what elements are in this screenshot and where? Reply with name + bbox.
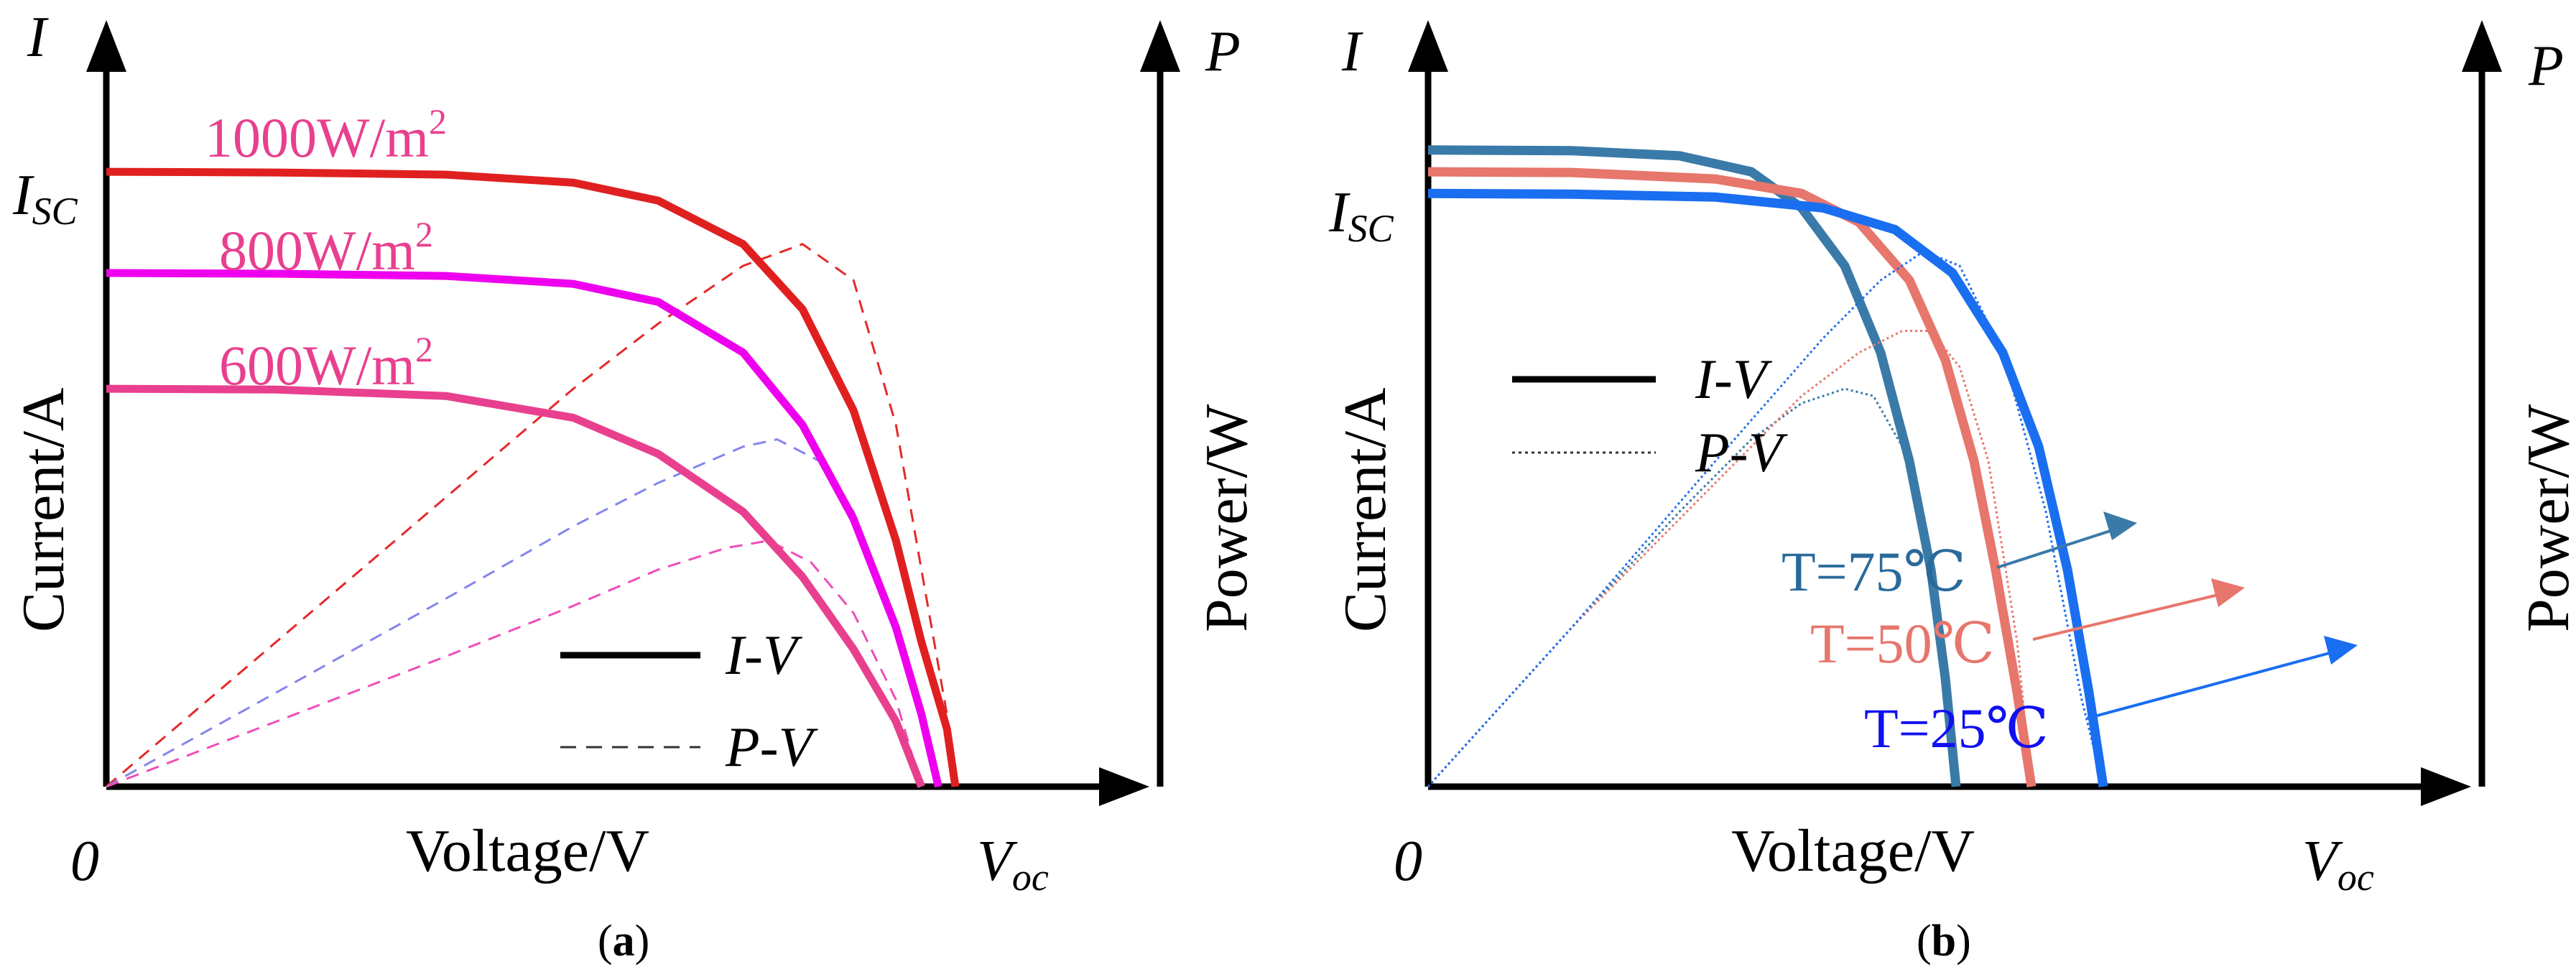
panel-a-ylabel: Current/A: [10, 387, 77, 632]
panel-a-pv-curve-2: [106, 438, 940, 788]
panel-b-label-t25: T=25℃: [1864, 697, 2049, 759]
panel-a-x-arrow: [1099, 767, 1149, 806]
panel-b-legend: I-V P-V: [1512, 348, 1789, 483]
panel-a-pv-curve-3: [106, 540, 923, 788]
panel-b-label-t75: T=75℃: [1782, 540, 1966, 603]
panel-b-arrows: [1996, 512, 2358, 720]
panel-a-pv-curve-1: [106, 243, 957, 788]
panel-a-voc-label: Voc: [977, 830, 1049, 899]
panel-b-x-arrow: [2421, 767, 2471, 806]
panel-b-y2label: Power/W: [2515, 404, 2576, 632]
panel-b-y-arrow: [1408, 20, 1448, 72]
panel-a-y-arrow: [86, 20, 126, 72]
panel-a-origin: 0: [70, 830, 99, 893]
panel-b-xlabel: Voltage/V: [1731, 818, 1975, 884]
panel-b-pv-curve-2: [1427, 330, 2033, 788]
panel-a-y2label: Power/W: [1193, 404, 1260, 632]
panel-a-axis-P: P: [1205, 20, 1241, 83]
panel-b-axis-I: I: [1341, 20, 1363, 83]
panel-b-iv-curve-1: [1427, 145, 1961, 787]
panel-a-axes: [103, 63, 1164, 790]
panel-b-voc-label: Voc: [2302, 830, 2374, 899]
panel-a-legend-pv-label: P-V: [725, 716, 819, 778]
panel-b-chart: I P ISC 0 Voc Voltage/V Current/A Power/…: [1328, 20, 2576, 966]
panel-a-label-600: 600W/m2: [219, 329, 433, 397]
panel-b-iv-curve-2: [1427, 167, 2037, 787]
panel-a-label-1000: 1000W/m2: [205, 101, 447, 169]
panel-a-curves: [106, 167, 960, 789]
panel-b-origin: 0: [1394, 830, 1422, 893]
panel-b-label-t50: T=50℃: [1810, 612, 1995, 675]
panel-a-caption: ((a): [598, 917, 649, 966]
panel-b-arrow-t50-head: [2211, 578, 2245, 607]
panel-a-iv-curve-3: [106, 384, 925, 789]
panel-b-axes: [1424, 63, 2485, 790]
panel-a-xlabel: Voltage/V: [406, 818, 649, 884]
panel-b-y2-arrow: [2462, 20, 2502, 72]
panel-a-isc-label: ISC: [12, 164, 78, 233]
panel-b-arrow-t75-head: [2103, 512, 2137, 540]
panel-b-iv-curve-3: [1427, 188, 2108, 787]
panel-a-label-800: 800W/m2: [219, 214, 433, 282]
panel-b-arrow-t25: [2086, 649, 2341, 720]
panel-b-arrow-t25-head: [2324, 636, 2358, 665]
panel-b-arrow-t50: [2032, 591, 2228, 641]
panel-a-y2-arrow: [1140, 20, 1180, 72]
panel-b-legend-iv-label: I-V: [1695, 348, 1773, 410]
panel-a-iv-curve-2: [106, 269, 942, 788]
panel-a-legend-iv-label: I-V: [725, 624, 803, 686]
panel-b-caption: (b): [1917, 917, 1971, 966]
panel-a-iv-curve-1: [106, 167, 960, 787]
panel-b-legend-pv-label: P-V: [1695, 421, 1789, 483]
panel-b-isc-label: ISC: [1328, 181, 1394, 250]
panel-a-axis-I: I: [27, 6, 49, 69]
panel-a-legend: I-V P-V: [560, 624, 819, 778]
panel-b-arrow-t75: [1996, 527, 2120, 569]
panel-a-chart: I P ISC 0 Voc Voltage/V Current/A Power/…: [10, 6, 1260, 966]
panel-b-ylabel: Current/A: [1332, 387, 1399, 632]
panel-b-curves: [1427, 145, 2108, 788]
panel-b-axis-P: P: [2528, 34, 2564, 98]
